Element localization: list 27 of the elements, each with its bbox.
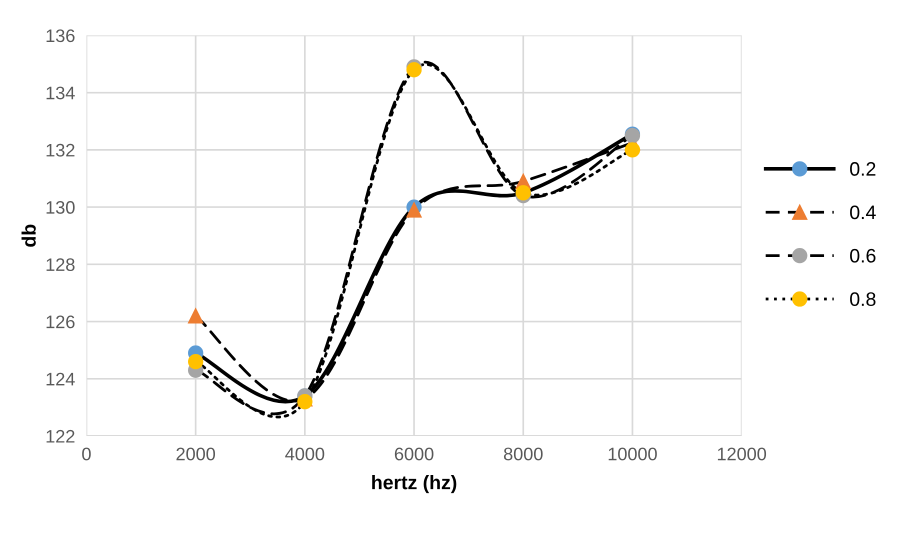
point bbox=[406, 202, 422, 218]
legend-label: 0.8 bbox=[850, 292, 876, 306]
y-tick-label: 128 bbox=[46, 258, 75, 272]
x-tick-label: 10000 bbox=[608, 448, 657, 460]
legend-label: 0.4 bbox=[850, 205, 876, 220]
legend-label: 0.6 bbox=[850, 248, 876, 263]
point bbox=[188, 354, 204, 370]
y-tick-label: 130 bbox=[46, 201, 75, 214]
x-tick-label: 12000 bbox=[718, 448, 766, 460]
y-axis-title: db bbox=[22, 224, 36, 247]
point bbox=[406, 62, 422, 78]
x-tick-label: 4000 bbox=[285, 448, 324, 460]
y-tick-label: 134 bbox=[46, 86, 75, 100]
point bbox=[297, 394, 312, 410]
y-tick-label: 136 bbox=[46, 29, 75, 42]
x-tick-label: 6000 bbox=[394, 448, 434, 460]
x-tick-label: 8000 bbox=[504, 448, 543, 460]
point bbox=[188, 308, 204, 324]
y-tick-label: 132 bbox=[46, 144, 74, 157]
x-tick-label: 0 bbox=[82, 448, 91, 460]
y-tick-label: 124 bbox=[46, 372, 75, 386]
x-tick-label: 2000 bbox=[176, 448, 216, 460]
y-tick-label: 122 bbox=[46, 430, 74, 443]
point bbox=[624, 142, 640, 158]
x-axis-title: hertz (hz) bbox=[372, 475, 456, 494]
y-tick-label: 126 bbox=[46, 315, 75, 328]
legend-label: 0.2 bbox=[850, 162, 876, 176]
